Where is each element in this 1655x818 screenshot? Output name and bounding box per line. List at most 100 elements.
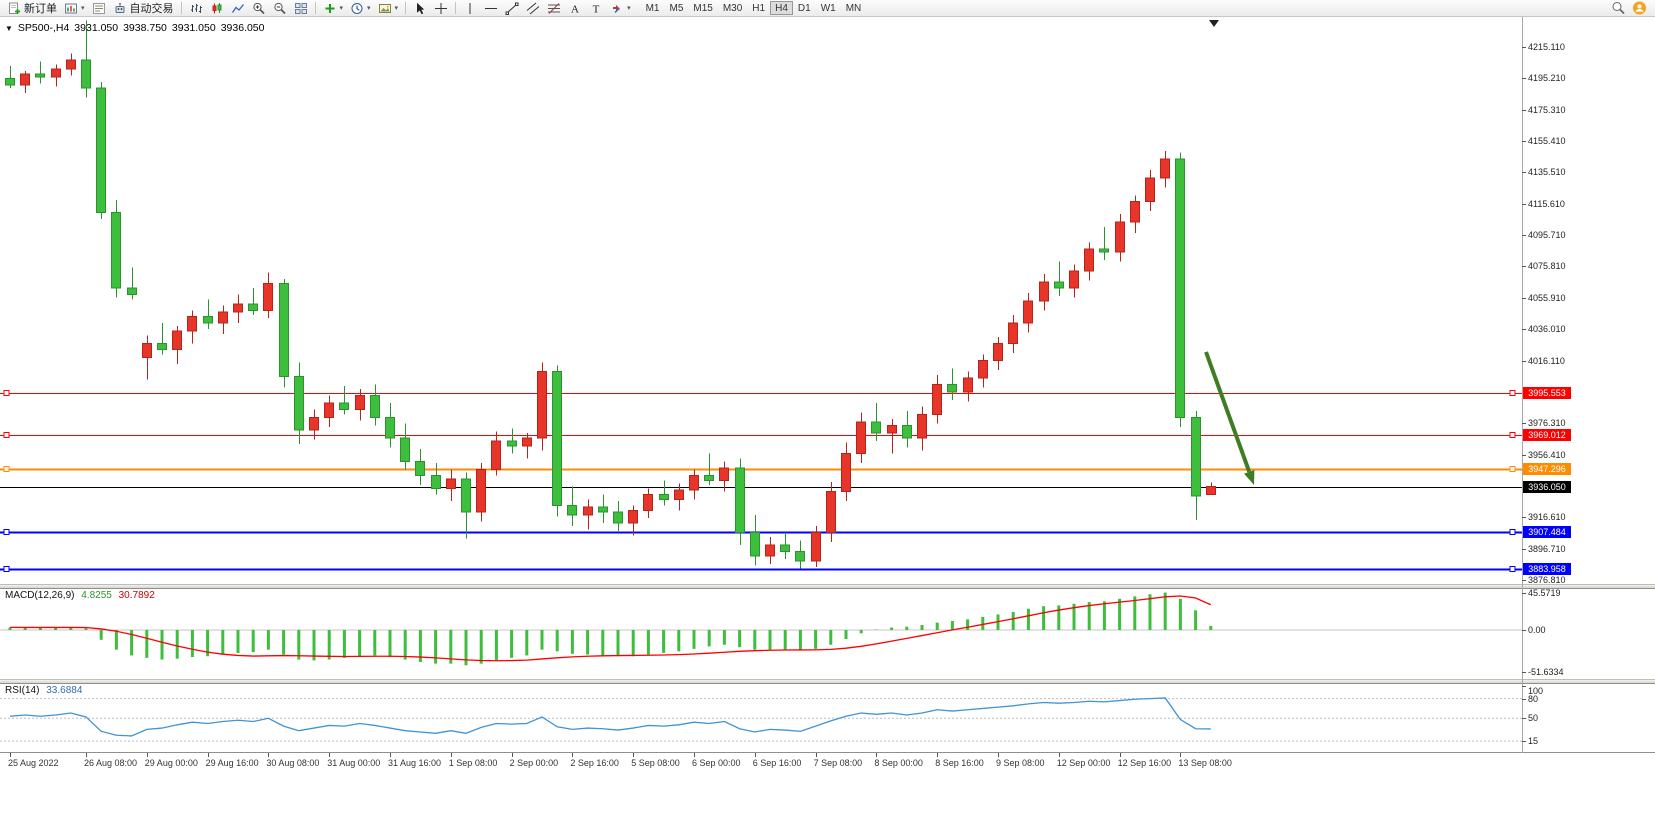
candle-body [1191,416,1201,497]
timeframe-button-H1[interactable]: H1 [752,3,766,14]
candle-body [1206,486,1216,496]
horizontal-line-icon [485,7,498,9]
timeframe-button-D1[interactable]: D1 [797,3,811,14]
toolbar-separator [455,2,457,14]
candle-body [1069,270,1079,289]
line-handle [1509,390,1516,396]
candle-body [263,282,273,311]
timeframe-button-W1[interactable]: W1 [820,3,836,14]
drawn-arrow-annotation[interactable] [1204,351,1255,485]
candle-body [613,511,623,524]
candle-body [887,424,897,434]
trendline-tool-button[interactable] [502,1,522,16]
list-icon [92,2,105,14]
pane-separator-macd-rsi[interactable] [0,679,1655,684]
timeframe-button-M1[interactable]: M1 [645,3,660,14]
candle-body [157,342,167,351]
hline-objects[interactable] [0,390,1522,572]
vertical-line-tool-button[interactable] [460,1,480,16]
algo-trading-button[interactable]: 自动交易 [110,1,177,16]
candle-body [963,377,973,393]
timeframe-button-H4[interactable]: H4 [770,1,793,15]
channel-tool-button[interactable] [523,1,543,16]
candle-body [491,440,501,470]
profiles-button[interactable] [89,1,109,16]
text-label-icon: T [593,3,600,15]
pane-separator-main-macd[interactable] [0,584,1655,589]
timeframe-button-MN[interactable]: MN [845,3,862,14]
macd-signal-line [9,595,1212,662]
candle-body [203,316,213,324]
indicators-button[interactable]: ▾ [320,1,347,16]
image-icon [378,3,391,13]
candle-body [339,402,349,411]
candle-body [66,59,76,70]
candle-body [476,468,486,513]
candle-body [719,467,729,481]
new-order-button[interactable]: 新订单 [4,1,60,16]
candle-body [35,73,45,78]
rsi-value: 33.6884 [46,685,83,696]
toolbar-right-group [1611,1,1651,15]
candle-body [1099,248,1109,253]
crosshair-tool-button[interactable] [431,1,451,16]
account-profile-icon[interactable] [1632,1,1647,15]
chart-window-icon [65,3,77,13]
fibonacci-tool-button[interactable] [544,1,564,16]
tile-windows-icon [294,2,307,14]
line-handle [3,466,10,472]
vertical-line-icon [469,2,471,14]
timeframe-button-M15[interactable]: M15 [693,3,713,14]
candle-body [780,544,790,552]
line-handle [3,390,10,396]
horizontal-line-tool-button[interactable] [481,1,501,16]
periods-button[interactable]: ▾ [347,1,374,16]
ohlc-high: 3938.750 [123,22,167,34]
candle-body [111,212,121,289]
line-handle [1509,466,1516,472]
candle-body [81,59,91,89]
text-tool-button[interactable]: A [565,1,585,16]
toolbar-separator [405,2,407,14]
search-icon[interactable] [1611,1,1626,15]
candle-body [704,475,714,481]
cursor-tool-button[interactable] [410,1,430,16]
candle-body [659,494,669,500]
tile-windows-button[interactable] [291,1,311,16]
fibonacci-icon [548,2,561,14]
candle-body [218,311,228,324]
svg-text:T: T [593,3,600,15]
new-chart-button[interactable]: ▾ [61,1,88,16]
timeframe-button-M5[interactable]: M5 [669,3,684,14]
chart-shift-marker[interactable] [1209,20,1219,27]
candle-body [902,424,912,439]
chevron-down-icon: ▾ [367,4,371,12]
screenshot-button[interactable]: ▾ [375,1,402,16]
candle-body [1039,281,1049,302]
macd-name: MACD(12,26,9) [5,590,75,601]
candle-body [385,416,395,439]
line-chart-mode-button[interactable] [228,1,248,16]
rsi-line [9,697,1211,737]
candle-body [233,303,243,313]
candle-body [279,282,289,377]
timeframe-button-M30[interactable]: M30 [722,3,743,14]
toolbar-separator [180,2,182,14]
candle-body [51,68,61,78]
new-order-label: 新订单 [24,3,57,15]
arrows-tool-button[interactable]: ▾ [607,1,634,16]
zoom-in-button[interactable] [249,1,269,16]
algo-trading-label: 自动交易 [129,3,174,15]
candle-body [187,316,197,332]
candle-body [856,421,866,455]
candle-body [795,550,805,562]
candlestick-mode-button[interactable] [207,1,227,16]
candle-body [947,383,957,393]
time-axis-border [0,752,1655,753]
label-tool-button[interactable]: T [586,1,606,16]
chevron-down-icon: ▾ [627,4,631,12]
one-click-trading-toggle[interactable]: ▼ [5,23,13,33]
bar-chart-mode-button[interactable] [186,1,206,16]
zoom-out-button[interactable] [270,1,290,16]
